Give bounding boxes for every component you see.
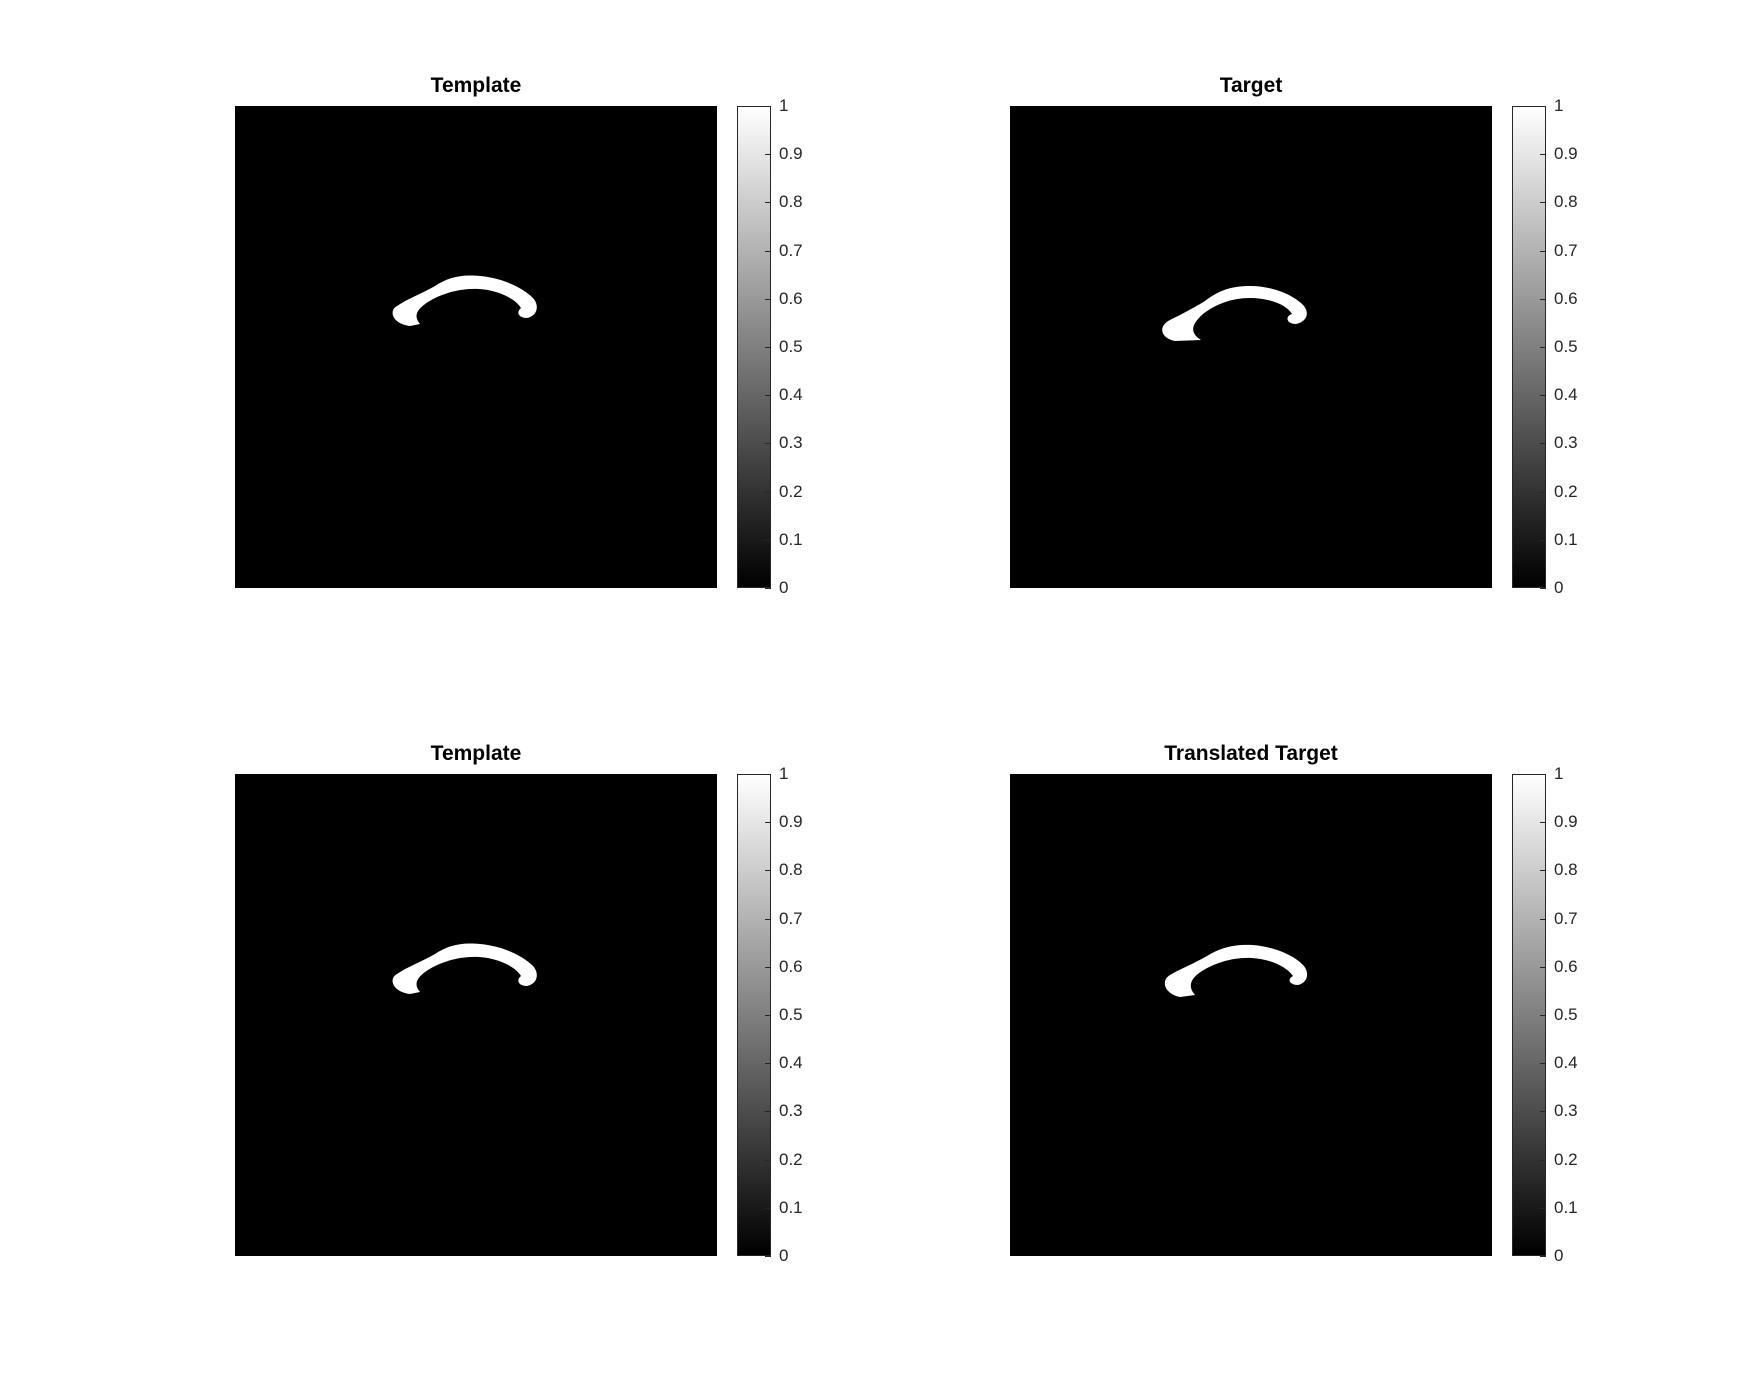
colorbar-tick-label: 0.6 [779,288,803,308]
colorbar-tick-label: 0.3 [779,1101,803,1121]
colorbar-tick-label: 0.2 [1554,1149,1578,1169]
subplot-title: Translated Target [1164,742,1338,765]
image-plot [1162,286,1307,341]
colorbar-ticks: 0 0.1 0.2 0.3 0.4 0.5 0.6 0.7 0.8 0.9 1 [765,764,851,1265]
colorbar-tick-label: 0.6 [1554,288,1578,308]
shape-arc [392,943,537,994]
colorbar-tick-label: 0.8 [1554,192,1578,212]
image-axes [235,774,717,1256]
colorbar-tick-label: 0 [1554,1246,1564,1265]
colorbar-ticks: 0 0.1 0.2 0.3 0.4 0.5 0.6 0.7 0.8 0.9 1 [1540,764,1626,1265]
image-axes [1010,774,1492,1256]
colorbar-tick-label: 0.9 [1554,812,1578,832]
shape-arc [392,275,537,326]
colorbar-ticks: 0 0.1 0.2 0.3 0.4 0.5 0.6 0.7 0.8 0.9 1 [1540,96,1626,597]
colorbar-tick-label: 0.1 [1554,529,1578,549]
colorbar-tick-label: 0.2 [779,1149,803,1169]
colorbar-tick-label: 0.7 [1554,240,1578,260]
colorbar-tick-label: 0.1 [779,1197,803,1217]
colorbar-tick-label: 0.8 [779,860,803,880]
subplot-template-bottom: Template 0 0.1 0.2 0.3 0.4 0.5 0.6 0.7 0… [235,730,855,1290]
colorbar-tick-label: 0.1 [779,529,803,549]
subplot-translated-target: Translated Target 0 0.1 0.2 0.3 0.4 0.5 … [1010,730,1630,1290]
image-plot [1164,944,1308,997]
colorbar-tick-label: 0.9 [779,812,803,832]
colorbar-tick-label: 1 [1554,764,1564,783]
subplot-template-top: Template 0 0.1 0.2 0.3 0.4 0.5 0.6 0.7 0… [235,62,855,622]
colorbar-tick-label: 0.4 [779,1053,803,1073]
colorbar-tick-label: 0.7 [779,908,803,928]
colorbar-tick-label: 0 [779,578,789,597]
colorbar-tick-label: 1 [1554,96,1564,115]
colorbar-tick-label: 1 [779,764,789,783]
colorbar-tick-label: 0.8 [779,192,803,212]
colorbar-tick-label: 0.9 [779,144,803,164]
image-plot [392,943,537,994]
colorbar-tick-label: 0.3 [1554,433,1578,453]
subplot-target: Target 0 0.1 0.2 0.3 0.4 0.5 0.6 0.7 0.8… [1010,62,1630,622]
colorbar-tick-label: 0.3 [779,433,803,453]
colorbar-tick-label: 0.5 [1554,1005,1578,1024]
colorbar-tick-label: 0.9 [1554,144,1578,164]
colorbar-tick-label: 0.2 [1554,481,1578,501]
colorbar-tick-label: 0.4 [1554,385,1578,405]
shape-arc [1162,286,1307,341]
colorbar-tick-label: 0.1 [1554,1197,1578,1217]
colorbar-tick-label: 0.5 [779,1005,803,1024]
colorbar-tick-label: 1 [779,96,789,115]
colorbar-tick-label: 0.4 [779,385,803,405]
image-plot [392,275,537,326]
shape-arc [1164,944,1308,997]
colorbar-tick-label: 0.7 [779,240,803,260]
colorbar-tick-label: 0.2 [779,481,803,501]
subplot-title: Template [430,742,522,765]
colorbar-tick-label: 0.4 [1554,1053,1578,1073]
colorbar-tick-label: 0.6 [1554,956,1578,976]
colorbar-tick-label: 0.6 [779,956,803,976]
colorbar-tick-label: 0.3 [1554,1101,1578,1121]
colorbar-tick-label: 0 [1554,578,1564,597]
colorbar-tick-label: 0.7 [1554,908,1578,928]
subplot-title: Template [430,74,522,97]
colorbar-tick-label: 0 [779,1246,789,1265]
colorbar-tick-label: 0.8 [1554,860,1578,880]
image-axes [235,106,717,588]
colorbar-tick-label: 0.5 [779,337,803,356]
subplot-title: Target [1219,74,1283,97]
colorbar-tick-label: 0.5 [1554,337,1578,356]
image-axes [1010,106,1492,588]
colorbar-ticks: 0 0.1 0.2 0.3 0.4 0.5 0.6 0.7 0.8 0.9 1 [765,96,851,597]
